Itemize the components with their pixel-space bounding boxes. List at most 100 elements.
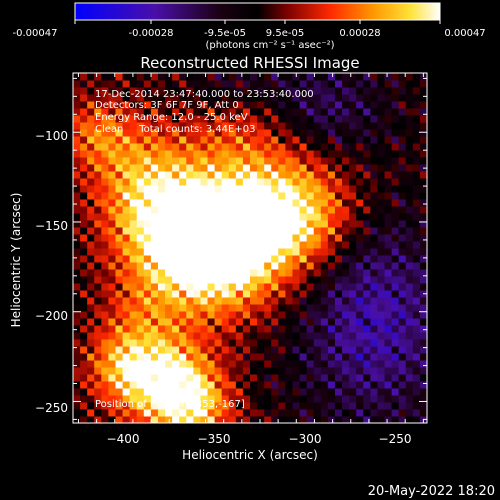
heatmap-cell bbox=[73, 227, 81, 235]
heatmap-cell bbox=[193, 234, 201, 242]
heatmap-cell bbox=[412, 150, 421, 158]
heatmap-cell bbox=[250, 346, 258, 354]
heatmap-cell bbox=[242, 108, 251, 116]
heatmap-cell bbox=[87, 276, 95, 284]
heatmap-cell bbox=[398, 276, 407, 284]
heatmap-cell bbox=[391, 297, 400, 305]
heatmap-cell bbox=[257, 262, 265, 270]
heatmap-cell bbox=[419, 374, 427, 382]
heatmap-cell bbox=[342, 353, 350, 361]
heatmap-cell bbox=[292, 332, 301, 340]
heatmap-cell bbox=[278, 297, 286, 305]
heatmap-cell bbox=[108, 346, 116, 354]
heatmap-cell bbox=[101, 374, 109, 382]
heatmap-cell bbox=[242, 185, 251, 193]
heatmap-cell bbox=[122, 143, 131, 151]
heatmap-cell bbox=[250, 304, 258, 312]
heatmap-cell bbox=[299, 346, 308, 354]
heatmap-cell bbox=[136, 101, 145, 109]
heatmap-cell bbox=[363, 101, 371, 109]
heatmap-cell bbox=[172, 220, 180, 228]
heatmap-cell bbox=[80, 325, 88, 333]
heatmap-cell bbox=[235, 353, 244, 361]
plot-frame bbox=[72, 72, 428, 424]
heatmap-cell bbox=[384, 192, 393, 200]
heatmap-cell bbox=[412, 374, 421, 382]
heatmap-cell bbox=[370, 416, 378, 423]
heatmap-cell bbox=[285, 129, 293, 137]
heatmap-cell bbox=[157, 199, 166, 207]
heatmap-cell bbox=[370, 241, 378, 249]
heatmap-cell bbox=[221, 346, 230, 354]
heatmap-cell bbox=[313, 220, 322, 228]
heatmap-cell bbox=[157, 136, 166, 144]
heatmap-cell bbox=[242, 220, 251, 228]
heatmap-cell bbox=[419, 409, 427, 417]
heatmap-cell bbox=[136, 269, 145, 277]
heatmap-cell bbox=[207, 164, 216, 172]
heatmap-cell bbox=[193, 129, 201, 137]
heatmap-cell bbox=[342, 227, 350, 235]
heatmap-cell bbox=[398, 353, 407, 361]
heatmap-cell bbox=[101, 234, 109, 242]
heatmap-cell bbox=[405, 262, 414, 270]
heatmap-cell bbox=[363, 276, 371, 284]
heatmap-cell bbox=[363, 199, 371, 207]
heatmap-cell bbox=[73, 297, 81, 305]
heatmap-cell bbox=[165, 122, 173, 130]
heatmap-cell bbox=[200, 318, 209, 326]
heatmap-cell bbox=[327, 353, 336, 361]
heatmap-cell bbox=[193, 178, 201, 186]
heatmap-cell bbox=[334, 87, 343, 95]
heatmap-cell bbox=[193, 395, 201, 403]
heatmap-cell bbox=[143, 164, 152, 172]
heatmap-cell bbox=[80, 234, 88, 242]
heatmap-cell bbox=[370, 304, 378, 312]
heatmap-cell bbox=[179, 360, 187, 368]
heatmap-cell bbox=[108, 283, 116, 291]
heatmap-cell bbox=[193, 87, 201, 95]
heatmap-cell bbox=[398, 227, 407, 235]
heatmap-cell bbox=[327, 178, 336, 186]
heatmap-cell bbox=[80, 318, 88, 326]
heatmap-cell bbox=[320, 157, 329, 165]
heatmap-cell bbox=[235, 150, 244, 158]
heatmap-cell bbox=[207, 339, 216, 347]
heatmap-cell bbox=[221, 241, 230, 249]
heatmap-cell bbox=[214, 87, 223, 95]
heatmap-cell bbox=[186, 276, 194, 284]
heatmap-cell bbox=[221, 269, 230, 277]
heatmap-cell bbox=[242, 101, 251, 109]
heatmap-cell bbox=[94, 318, 102, 326]
heatmap-cell bbox=[179, 304, 187, 312]
heatmap-cell bbox=[271, 178, 279, 186]
heatmap-cell bbox=[391, 290, 400, 298]
heatmap-cell bbox=[129, 129, 138, 137]
heatmap-cell bbox=[172, 248, 180, 256]
heatmap-cell bbox=[193, 122, 201, 130]
heatmap-cell bbox=[292, 374, 301, 382]
heatmap-cell bbox=[398, 87, 407, 95]
heatmap-cell bbox=[349, 178, 357, 186]
heatmap-cell bbox=[122, 360, 131, 368]
heatmap-cell bbox=[235, 388, 244, 396]
heatmap-cell bbox=[342, 178, 350, 186]
heatmap-cell bbox=[235, 346, 244, 354]
heatmap-cell bbox=[150, 136, 159, 144]
heatmap-cell bbox=[306, 150, 315, 158]
heatmap-cell bbox=[250, 143, 258, 151]
heatmap-cell bbox=[143, 150, 152, 158]
heatmap-cell bbox=[207, 213, 216, 221]
heatmap-cell bbox=[172, 297, 180, 305]
heatmap-cell bbox=[250, 269, 258, 277]
heatmap-cell bbox=[87, 395, 95, 403]
heatmap-cell bbox=[129, 164, 138, 172]
heatmap-cell bbox=[250, 129, 258, 137]
heatmap-cell bbox=[370, 192, 378, 200]
heatmap-cell bbox=[292, 311, 301, 319]
heatmap-cell bbox=[165, 353, 173, 361]
heatmap-cell bbox=[193, 255, 201, 263]
heatmap-cell bbox=[320, 115, 329, 123]
heatmap-cell bbox=[242, 276, 251, 284]
heatmap-cell bbox=[235, 157, 244, 165]
